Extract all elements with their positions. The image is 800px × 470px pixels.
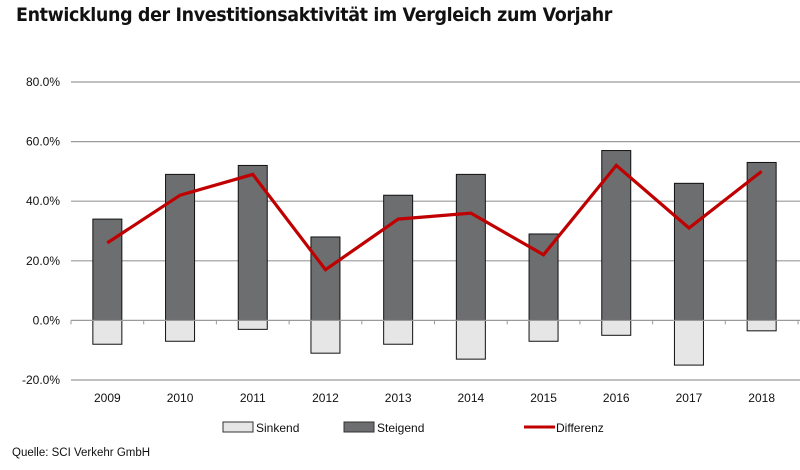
x-tick-label: 2009 [94,391,121,405]
legend-label-sinkend: Sinkend [256,421,299,435]
bar-sinkend [237,319,268,330]
bar-sinkend [92,319,123,345]
y-tick-label: 0.0% [33,313,61,327]
x-axis-labels: 2009 2010 2011 2012 2013 2014 2015 2016 2017 2018 [94,391,775,405]
bar-steigend [237,164,268,321]
chart-title: Entwicklung der Investitionsaktivität im… [16,4,613,26]
legend-item-sinkend: Sinkend [222,421,299,435]
legend-item-steigend: Steigend [343,421,424,435]
legend-label-differenz: Differenz [556,421,604,435]
legend-swatch-sinkend [222,421,254,433]
y-tick-label: 60.0% [26,135,60,149]
bar-sinkend [165,319,196,342]
bar-steigend [165,173,196,321]
y-tick-label: 20.0% [26,254,60,268]
y-tick-label: -20.0% [22,373,60,387]
bar-steigend [310,236,341,321]
y-axis-labels: 80.0% 60.0% 40.0% 20.0% 0.0% -20.0% [22,75,60,387]
source-note: Quelle: SCI Verkehr GmbH [12,447,151,459]
bar-steigend [92,218,123,321]
bar-sinkend [383,319,414,345]
differenz-line [106,163,763,272]
bar-steigend [383,194,414,321]
bar-sinkend [673,319,704,366]
x-tick-label: 2017 [676,391,703,405]
legend: Sinkend Steigend Differenz [222,421,604,435]
x-tick-label: 2011 [240,391,266,405]
y-tick-label: 80.0% [26,75,60,89]
legend-item-differenz: Differenz [524,421,604,435]
x-tick-label: 2015 [530,391,557,405]
x-tick-label: 2016 [603,391,630,405]
legend-label-steigend: Steigend [377,421,424,435]
differenz-line-layer [106,163,763,272]
x-tick-label: 2012 [312,391,339,405]
bar-sinkend [310,319,341,354]
bar-sinkend [528,319,559,342]
bar-sinkend [601,319,632,336]
x-tick-label: 2018 [748,391,775,405]
bar-steigend [746,161,777,321]
x-tick-label: 2013 [385,391,412,405]
y-tick-label: 40.0% [26,194,60,208]
x-tick-label: 2014 [457,391,484,405]
bars [92,150,777,366]
bar-sinkend [455,319,486,360]
bar-steigend [528,233,559,321]
x-axis [70,319,800,325]
legend-swatch-steigend [343,421,375,433]
x-tick-label: 2010 [167,391,194,405]
bar-steigend [673,182,704,321]
bar-sinkend [746,319,777,332]
bar-steigend [455,173,486,321]
